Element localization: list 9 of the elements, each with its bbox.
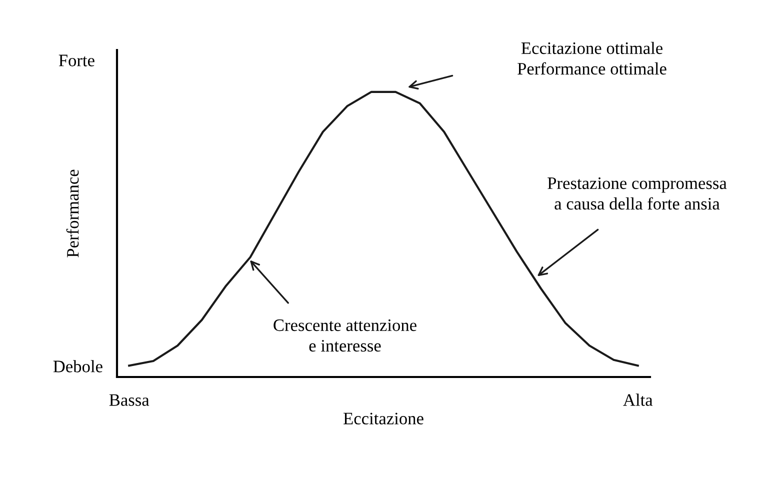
text: Eccitazione ottimale Performance ottimale — [518, 42, 666, 75]
text: Debole — [53, 360, 102, 372]
text: Forte — [58, 54, 94, 66]
x-axis-title: Eccitazione — [344, 412, 424, 424]
annotation: Prestazione compromessa a causa della forte ansia — [548, 177, 727, 210]
y-axis-title: Performance — [66, 170, 79, 258]
x-tick-label: Bassa — [109, 394, 150, 406]
x-tick-label: Alta — [623, 394, 653, 406]
annotation: Crescente attenzione e interesse — [274, 319, 416, 352]
